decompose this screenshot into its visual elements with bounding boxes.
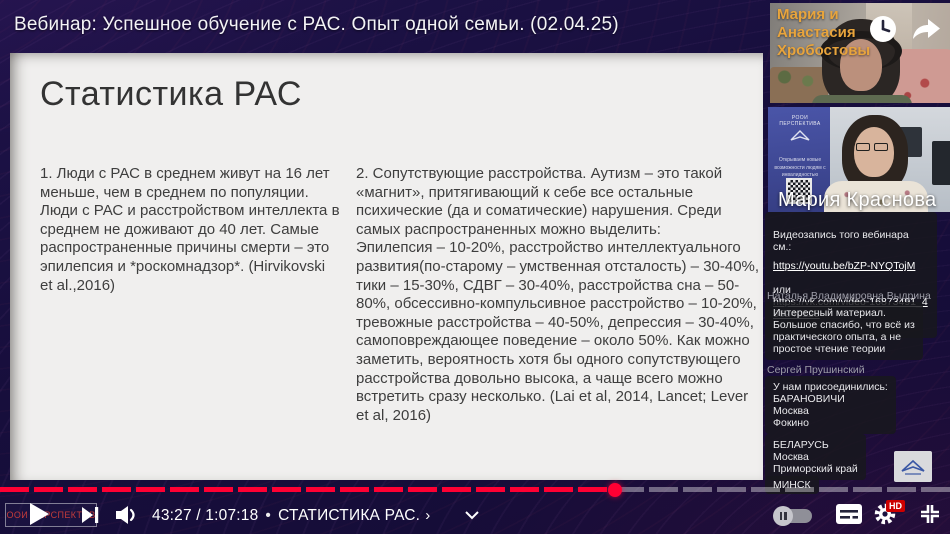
- chat-panel: Видеозапись того вебинара см.: https://y…: [765, 0, 950, 534]
- banner-logo-icon: [789, 129, 811, 143]
- participant-logo: [894, 451, 932, 482]
- chat-message: МИНСК: [765, 476, 819, 495]
- video1-shelf: [770, 67, 828, 103]
- chat-message-text: или: [773, 284, 791, 297]
- video1-label: Мария и Анастасия Хробостовы: [777, 6, 871, 59]
- time-display-row: 43:27 / 1:07:18 • СТАТИСТИКА РАС. ›: [152, 507, 430, 525]
- video2-face: [854, 127, 894, 177]
- chat-message: Интересный материал. Большое спасибо, чт…: [765, 302, 923, 361]
- qr-code: [786, 178, 812, 204]
- video2-caption: Мария Краснова: [778, 189, 937, 211]
- video-surface-slide[interactable]: Статистика РАС 1. Люди с РАС в среднем ж…: [10, 53, 763, 480]
- video2-blouse: [824, 181, 928, 212]
- speaker-video-khrobostovy[interactable]: Мария и Анастасия Хробостовы: [770, 3, 950, 103]
- chat-author: Сергей Прушинский: [767, 364, 865, 376]
- speaker-video-krasnova[interactable]: РООИ ПЕРСПЕКТИВА Открываем новые возможн…: [768, 107, 950, 212]
- chat-message: У нам присоединились: БАРАНОВИЧИ Москва …: [765, 376, 896, 435]
- chapter-label: СТАТИСТИКА РАС.: [278, 507, 421, 524]
- video2-speaker-box: [932, 141, 950, 185]
- time-display: 43:27 / 1:07:18: [152, 507, 259, 524]
- autoplay-toggle[interactable]: [773, 506, 812, 526]
- webinar-title: Вебинар: Успешное обучение с РАС. Опыт о…: [14, 14, 619, 35]
- video2-glasses: [856, 143, 870, 151]
- chat-link-youtube: https://youtu.be/bZP-NYQTojM: [773, 260, 916, 273]
- slide-paragraph-2: 2. Сопутствующие расстройства. Аутизм – …: [356, 165, 760, 424]
- video1-face: [840, 39, 882, 91]
- autoplay-knob-pause-icon: [773, 506, 793, 526]
- volume-icon[interactable]: [116, 506, 142, 529]
- video1-shirt: [812, 95, 912, 103]
- slide-columns: 1. Люди с РАС в среднем живут на 16 лет …: [40, 165, 760, 425]
- settings-gear-icon[interactable]: HD: [874, 500, 908, 527]
- slide-title: Статистика РАС: [40, 75, 302, 113]
- player-controls: РООИ ПЕРСПЕКТИВА 43:27 / 1:07:18 • СТАТИСТ…: [0, 495, 950, 534]
- watch-later-icon[interactable]: [868, 14, 898, 44]
- progress-remaining: [614, 487, 950, 492]
- progress-scrubber[interactable]: [607, 483, 622, 497]
- collapse-chevron-icon[interactable]: [464, 507, 480, 525]
- banner-title: РООИ ПЕРСПЕКТИВА: [779, 115, 821, 127]
- chat-message-text: Видеозапись того вебинара см.:: [773, 229, 909, 254]
- share-icon[interactable]: [910, 17, 942, 41]
- video1-headphones: [820, 31, 902, 71]
- bullet-separator: •: [265, 507, 272, 524]
- subtitles-icon[interactable]: [836, 504, 862, 529]
- exit-fullscreen-icon[interactable]: [918, 502, 942, 531]
- chat-author: Наталья Владимировна Выдрина: [767, 290, 931, 302]
- video2-rollup-banner: РООИ ПЕРСПЕКТИВА Открываем новые возможн…: [768, 107, 830, 212]
- chapter-button[interactable]: СТАТИСТИКА РАС. ›: [278, 507, 430, 524]
- slide-paragraph-1: 1. Люди с РАС в среднем живут на 16 лет …: [40, 165, 340, 294]
- banner-subtitle: Открываем новые возможности людям с инва…: [774, 157, 826, 178]
- chat-message: БЕЛАРУСЬ Москва Приморский край: [765, 434, 866, 481]
- hd-quality-badge: HD: [886, 500, 905, 512]
- next-button[interactable]: [82, 507, 100, 528]
- video2-glasses: [874, 143, 888, 151]
- play-button[interactable]: [30, 503, 49, 525]
- progress-played: [0, 487, 615, 492]
- progress-bar[interactable]: [0, 483, 950, 497]
- chapter-chevron-icon: ›: [425, 507, 431, 524]
